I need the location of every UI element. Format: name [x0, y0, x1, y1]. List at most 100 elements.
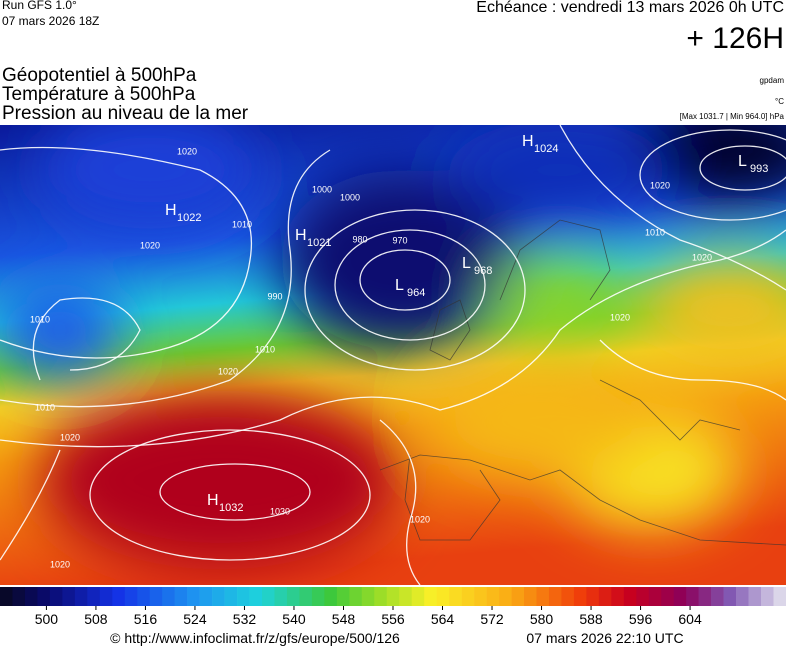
isobar-label: 1030 — [270, 506, 290, 516]
echeance: Echéance : vendredi 13 mars 2026 0h UTC — [476, 0, 784, 16]
colorbar-swatch — [686, 587, 699, 606]
isobar-label: 1000 — [312, 184, 332, 194]
colorbar-swatch — [661, 587, 675, 606]
center-value: 1021 — [307, 237, 331, 249]
colorbar-swatch — [311, 587, 325, 606]
colorbar-swatch — [162, 587, 175, 606]
center-type: L — [738, 153, 747, 170]
center-type: H — [295, 227, 307, 244]
colorbar-swatch — [199, 587, 213, 606]
colorbar-swatch — [474, 587, 487, 606]
colorbar-swatch — [524, 587, 537, 606]
run: Run GFS 1.0° — [2, 0, 77, 12]
colorbar-swatch — [299, 587, 313, 606]
isobar-label: 1020 — [610, 312, 630, 322]
isobar-label: 1010 — [35, 402, 55, 412]
colorbar-swatch — [486, 587, 500, 606]
isobars — [0, 125, 786, 585]
center-type: H — [522, 133, 534, 150]
temperature-field — [0, 125, 786, 570]
colorbar-swatch — [336, 587, 350, 606]
colorbar-swatch — [324, 587, 338, 606]
colorbar-swatch — [361, 587, 375, 606]
unit: [Max 1031.7 | Min 964.0] hPa — [680, 112, 785, 121]
colorbar-swatch — [461, 587, 475, 606]
isobar-label: 1020 — [140, 240, 160, 250]
colorbar-tick-label: 564 — [431, 611, 455, 627]
colorbar-tick-label: 596 — [629, 611, 653, 627]
colorbar-tick-label: 572 — [480, 611, 504, 627]
colorbar-swatch — [411, 587, 425, 606]
colorbar-swatch — [174, 587, 188, 606]
colorbar-swatch — [536, 587, 550, 606]
colorbar-swatch — [449, 587, 462, 606]
isobar-label: 1020 — [410, 514, 430, 524]
colorbar-swatch — [761, 587, 774, 606]
colorbar-tick-label: 548 — [332, 611, 356, 627]
colorbar-swatch — [62, 587, 76, 606]
colorbar-swatch — [723, 587, 737, 606]
colorbar-swatch — [87, 587, 101, 606]
colorbar-swatch — [187, 587, 200, 606]
center-type: H — [165, 202, 177, 219]
isobar-label: 1010 — [232, 219, 252, 229]
colorbar-swatch — [561, 587, 575, 606]
center-value: 1022 — [177, 212, 201, 224]
colorbar-swatch — [137, 587, 151, 606]
colorbar-swatch — [24, 587, 38, 606]
isobar-label: 1020 — [177, 146, 197, 156]
isobar-label: 1010 — [255, 344, 275, 354]
center-value: 968 — [474, 265, 492, 277]
colorbar-swatch — [424, 587, 437, 606]
colorbar-swatch — [149, 587, 163, 606]
colorbar-swatch — [286, 587, 300, 606]
colorbar-swatch — [748, 587, 762, 606]
colorbar-tick-label: 508 — [84, 611, 108, 627]
colorbar-swatch — [598, 587, 612, 606]
center-type: H — [207, 492, 219, 509]
colorbar-swatch — [349, 587, 363, 606]
run-date: 07 mars 2026 18Z — [2, 14, 99, 28]
colorbar-tick-label: 556 — [381, 611, 405, 627]
colorbar-tick-label: 524 — [183, 611, 207, 627]
colorbar-swatch — [611, 587, 625, 606]
colorbar-swatch — [511, 587, 525, 606]
colorbar-swatch — [274, 587, 288, 606]
center-value: 993 — [750, 163, 768, 175]
colorbar-swatch — [249, 587, 263, 606]
colorbar-swatch — [224, 587, 238, 606]
colorbar-swatch — [399, 587, 413, 606]
unit: gpdam — [760, 76, 785, 85]
colorbar-tick-label: 500 — [35, 611, 59, 627]
colorbar-swatch — [212, 587, 225, 606]
isobar-labels: 1020 1020 1010 1000 1000 990 980 970 1010 1020 101… — [30, 146, 712, 569]
coastlines — [379, 219, 786, 546]
colorbar-swatch — [736, 587, 749, 606]
colorbar-tick-label: 604 — [678, 611, 702, 627]
colorbar-swatch — [673, 587, 687, 606]
isobar-label: 1020 — [50, 559, 70, 569]
colorbar-swatch — [711, 587, 724, 606]
colorbar-swatch — [237, 587, 250, 606]
colorbar-swatch — [74, 587, 88, 606]
lead-time: + 126H — [686, 22, 784, 55]
isobar-label: 1020 — [218, 366, 238, 376]
map: 1020 1020 1010 1000 1000 990 980 970 1010 1020 101… — [0, 125, 786, 585]
colorbar-swatch — [773, 587, 786, 606]
isobar-label: 1020 — [692, 252, 712, 262]
colorbar-tick-label: 580 — [530, 611, 554, 627]
colorbar-swatch — [0, 587, 13, 606]
colorbar-swatch — [548, 587, 562, 606]
colorbar-swatch — [374, 587, 388, 606]
colorbar-swatch — [37, 587, 51, 606]
colorbar-swatch — [623, 587, 637, 606]
colorbar-swatch — [698, 587, 712, 606]
colorbar-swatch — [49, 587, 63, 606]
colorbar-swatch — [386, 587, 400, 606]
isobar-label: 1020 — [60, 432, 80, 442]
colorbar-tick-label: 588 — [579, 611, 603, 627]
unit: °C — [775, 97, 784, 106]
colorbar-tick-label: 532 — [233, 611, 257, 627]
colorbar-swatch — [12, 587, 26, 606]
title: Géopotentiel à 500hPa — [2, 65, 197, 86]
